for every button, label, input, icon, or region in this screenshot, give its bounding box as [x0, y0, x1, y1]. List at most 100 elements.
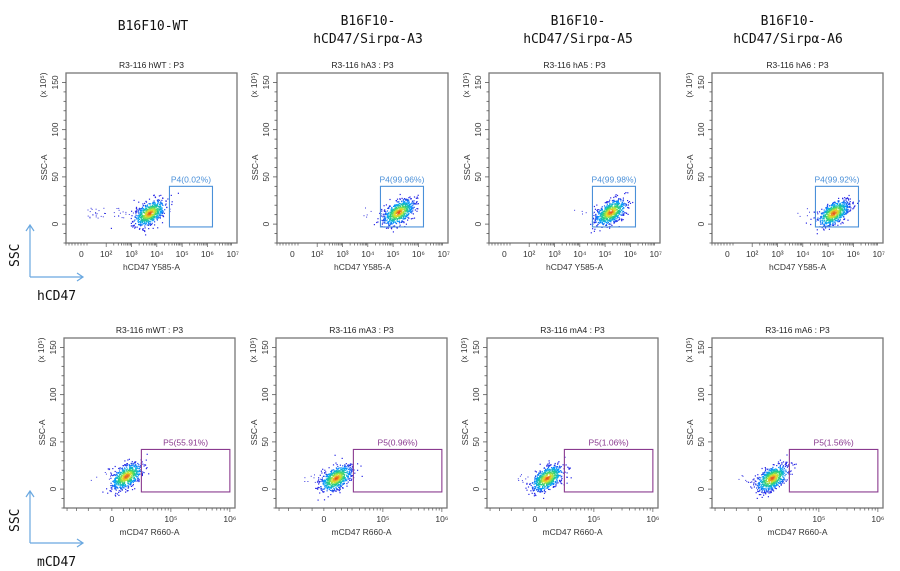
- data-point: [835, 207, 837, 209]
- data-point: [620, 198, 622, 201]
- data-point: [398, 207, 400, 209]
- data-point: [120, 488, 122, 490]
- data-point: [405, 210, 407, 212]
- data-point: [822, 225, 825, 227]
- data-point: [611, 219, 614, 221]
- data-point: [395, 207, 397, 209]
- data-point: [616, 194, 619, 197]
- data-point: [346, 485, 348, 487]
- data-point: [551, 479, 553, 481]
- data-point: [149, 212, 151, 214]
- data-point: [116, 493, 119, 495]
- data-point: [555, 480, 557, 483]
- data-point: [553, 480, 555, 483]
- data-point: [617, 211, 619, 213]
- data-point: [846, 211, 848, 213]
- data-point: [122, 472, 124, 474]
- data-point: [361, 475, 363, 477]
- data-point: [143, 211, 146, 214]
- data-point: [117, 479, 119, 482]
- data-point: [147, 210, 149, 212]
- data-point: [149, 218, 151, 220]
- data-point: [601, 210, 603, 212]
- data-point: [410, 198, 412, 200]
- data-point: [121, 477, 123, 479]
- data-point: [552, 477, 554, 479]
- data-point: [832, 216, 834, 218]
- data-point: [582, 213, 583, 215]
- data-point: [834, 224, 836, 226]
- data-point: [413, 206, 415, 208]
- data-point: [605, 202, 608, 204]
- data-point: [843, 199, 845, 201]
- data-point: [348, 465, 350, 467]
- data-point: [828, 222, 830, 224]
- data-point: [837, 201, 839, 203]
- data-point: [333, 479, 335, 481]
- data-point: [416, 210, 418, 212]
- data-point: [110, 477, 112, 479]
- data-point: [833, 213, 835, 215]
- data-point: [154, 213, 156, 215]
- data-point: [614, 219, 616, 221]
- data-point: [144, 214, 146, 216]
- data-point: [823, 214, 825, 216]
- data-point: [373, 224, 375, 226]
- data-point: [555, 471, 557, 473]
- data-point: [130, 471, 132, 474]
- data-point: [382, 220, 384, 222]
- plot-frame: [486, 337, 659, 509]
- data-point: [339, 477, 341, 479]
- x-tick-label: 10⁷: [437, 249, 450, 259]
- data-point: [139, 466, 141, 468]
- data-point: [404, 202, 406, 204]
- data-point: [95, 216, 97, 218]
- data-point: [336, 476, 338, 478]
- data-point: [150, 203, 152, 205]
- data-point: [130, 484, 132, 486]
- data-point: [137, 218, 139, 220]
- data-point: [557, 472, 559, 474]
- data-point: [132, 464, 134, 466]
- data-point: [617, 209, 620, 211]
- data-point: [407, 207, 410, 209]
- data-point: [160, 210, 162, 212]
- data-point: [398, 201, 400, 203]
- data-point: [415, 201, 418, 204]
- data-point: [318, 483, 320, 485]
- data-point: [127, 475, 129, 477]
- data-point: [535, 483, 537, 485]
- data-point: [117, 480, 119, 482]
- data-point: [148, 203, 150, 205]
- data-point: [816, 218, 818, 220]
- data-point: [828, 209, 831, 211]
- data-point: [120, 490, 122, 492]
- data-point: [139, 221, 142, 223]
- data-point: [823, 228, 825, 230]
- data-point: [130, 468, 132, 470]
- data-point: [344, 467, 346, 469]
- data-point: [399, 198, 401, 200]
- data-point: [336, 482, 338, 484]
- data-point: [350, 479, 352, 481]
- data-point: [157, 216, 159, 218]
- data-point: [149, 224, 152, 226]
- data-point: [133, 225, 135, 227]
- data-point: [382, 216, 384, 218]
- data-point: [541, 473, 543, 475]
- data-point: [607, 207, 609, 209]
- data-point: [387, 226, 389, 229]
- data-point: [340, 469, 342, 471]
- y-tick-label: 50: [261, 172, 271, 182]
- data-point: [124, 476, 126, 478]
- data-point: [608, 213, 611, 215]
- data-point: [324, 469, 326, 471]
- data-point: [384, 220, 386, 222]
- data-point: [540, 489, 542, 491]
- data-point: [160, 205, 162, 208]
- data-point: [389, 224, 391, 227]
- data-point: [145, 213, 147, 215]
- x-tick-label: 10⁷: [226, 249, 239, 259]
- data-point: [611, 217, 613, 219]
- data-point: [609, 216, 611, 218]
